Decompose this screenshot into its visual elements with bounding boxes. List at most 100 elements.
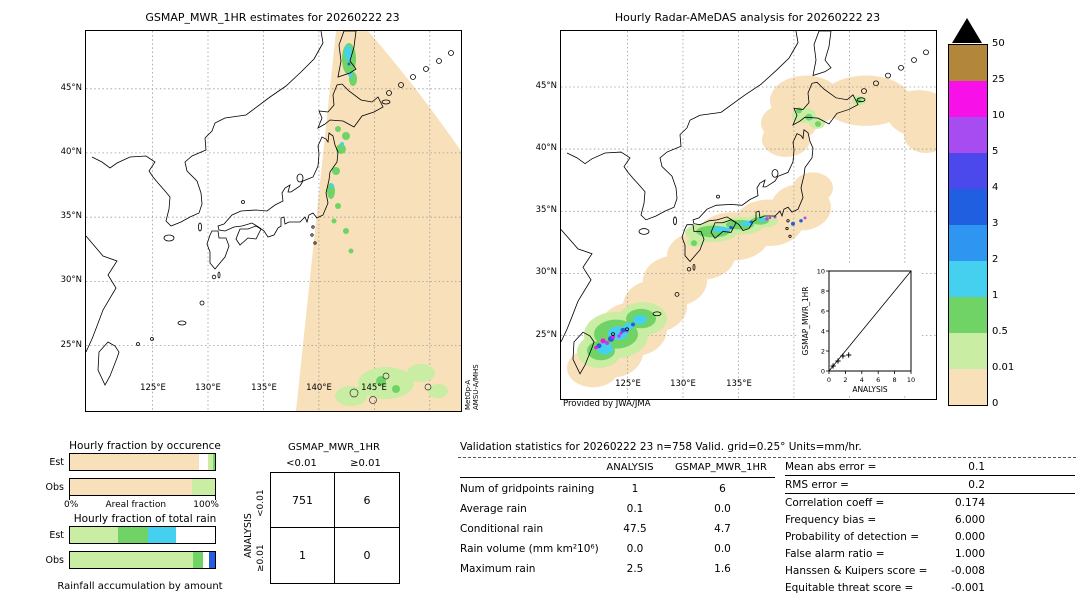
svg-text:4: 4 [821, 327, 825, 335]
colorbar-tick-label: 5 [992, 146, 999, 157]
left-map-rain-cells [327, 43, 448, 406]
right-lat-tick: 35°N [535, 205, 557, 215]
left-lon-tick: 140°E [306, 383, 332, 393]
validation-analysis-value: 0.1 [626, 503, 644, 515]
validation-analysis-value: 1 [631, 483, 639, 495]
coastlines [561, 31, 929, 375]
inset-scatter-plot: 0 2 4 6 8 10 0 2 4 6 8 10 ANALYSIS GSMAP_MWR_1HR [799, 263, 921, 395]
contingency-cell: 6 [335, 473, 399, 528]
colorbar-tick-label: 3 [992, 218, 999, 229]
svg-text:0: 0 [827, 376, 831, 384]
colorbar-tick-label: 25 [992, 74, 1005, 85]
stacked-bar [69, 453, 216, 471]
left-lat-tick: 35°N [60, 211, 82, 221]
right-map: 125°E 130°E 135°E 0 2 4 6 8 10 0 2 4 6 8 10 ANALYSIS… [560, 30, 937, 409]
bar-segment [70, 479, 192, 495]
left-lat-tick: 25°N [60, 340, 82, 350]
left-map: 125°E 130°E 135°E 140°E 145°E [85, 30, 462, 412]
colorbar-segment [949, 225, 987, 261]
left-lat-tick: 40°N [60, 147, 82, 157]
colorbar-segment [949, 81, 987, 117]
table-header-rule [460, 477, 775, 478]
stacked-bar [69, 551, 216, 569]
validation-row: Num of gridpoints raining 1 6 [460, 479, 775, 499]
colorbar-tick-label: 0 [992, 398, 999, 409]
metric-label: Correlation coeff = [785, 496, 885, 509]
validation-gsmap-value: 4.7 [714, 523, 731, 535]
axis-title: Areal fraction [105, 500, 167, 510]
colorbar-overflow-triangle [952, 18, 982, 43]
areal-fraction-axis-ticks [69, 496, 216, 500]
validation-analysis-value: 47.5 [623, 523, 647, 535]
total-rain-caption: Rainfall accumulation by amount [57, 581, 223, 592]
metric-row: Frequency bias = 6.000 [785, 511, 1075, 528]
validation-analysis-value: 2.5 [626, 563, 644, 575]
validation-row: Conditional rain 47.5 4.7 [460, 519, 775, 539]
validation-row-label: Maximum rain [460, 563, 536, 575]
divider-dashed-line [458, 457, 1076, 458]
colorbar-segment [949, 189, 987, 225]
colorbar-tick-label: 1 [992, 290, 999, 301]
validation-gsmap-value: 6 [719, 483, 726, 495]
satellite-swath [296, 31, 461, 411]
svg-text:10: 10 [907, 376, 915, 384]
satellite-name-label: MetOp-A [464, 379, 472, 410]
fraction-bar-row: Obs [40, 551, 216, 569]
metric-value: 1.000 [954, 547, 985, 560]
validation-row: Rain volume (mm km²10⁶) 0.0 0.0 [460, 539, 775, 559]
left-lat-tick: 30°N [60, 275, 82, 285]
colorbar-segment [949, 333, 987, 369]
left-map-svg [86, 31, 461, 411]
contingency-cell: 751 [271, 473, 335, 528]
contingency-row-header: <0.01 [256, 489, 266, 517]
contingency-grid: 751 6 1 0 [270, 472, 400, 584]
contingency-cell: 1 [271, 528, 335, 583]
right-map-rain-cells [577, 95, 866, 369]
validation-col-header: ANALYSIS [606, 462, 654, 473]
validation-rows: Num of gridpoints raining 1 6 Average rain 0… [460, 479, 775, 579]
right-map-svg [561, 31, 936, 399]
colorbar-labels: 50 25 10 5 4 3 2 1 0.5 0.01 0 [992, 0, 1038, 612]
metric-row: Correlation coeff = 0.174 [785, 494, 1075, 511]
rain-rate-colorbar [948, 44, 988, 406]
metric-label: Probability of detection = [785, 530, 920, 543]
metric-label: Hanssen & Kuipers score = [785, 564, 928, 577]
validation-metrics: Mean abs error = 0.1 RMS error = 0.2 Correla… [785, 458, 1075, 596]
bar-row-label: Est [49, 456, 64, 468]
right-lon-tick: 125°E [615, 379, 641, 389]
validation-row-label: Rain volume (mm km²10⁶) [460, 543, 599, 555]
metric-value: -0.001 [951, 581, 985, 594]
svg-text:6: 6 [821, 307, 825, 315]
metric-row: Mean abs error = 0.1 [785, 458, 1075, 476]
left-lat-tick: 45°N [60, 83, 82, 93]
svg-text:2: 2 [843, 376, 847, 384]
validation-row-label: Num of gridpoints raining [460, 483, 595, 495]
metric-value: -0.008 [951, 564, 985, 577]
stacked-bar [69, 526, 216, 544]
bar-segment [212, 454, 215, 470]
bar-segment [193, 552, 204, 568]
validation-row: Average rain 0.1 0.0 [460, 499, 775, 519]
bar-segment [70, 527, 118, 543]
metric-row: False alarm ratio = 1.000 [785, 545, 1075, 562]
left-lon-tick: 135°E [251, 383, 277, 393]
colorbar-tick-label: 0.01 [992, 362, 1015, 373]
axis-max-label: 100% [193, 500, 219, 510]
left-lon-tick: 130°E [195, 383, 221, 393]
metric-row: Hanssen & Kuipers score = -0.008 [785, 562, 1075, 579]
bar-segment [203, 552, 210, 568]
metric-label: Mean abs error = [785, 460, 877, 473]
svg-text:10: 10 [817, 267, 825, 275]
svg-text:0: 0 [821, 367, 825, 375]
metric-value: 6.000 [954, 513, 985, 526]
colorbar-tick-label: 2 [992, 254, 999, 265]
occurrence-bars: Est Obs [40, 453, 216, 503]
bar-row-label: Obs [45, 481, 64, 493]
validation-gsmap-value: 0.0 [714, 543, 731, 555]
validation-row-label: Average rain [460, 503, 527, 515]
coastlines [561, 31, 929, 375]
colorbar-tick-label: 10 [992, 110, 1005, 121]
data-credit: Provided by JWA/JMA [563, 399, 651, 409]
bar-segment [70, 552, 194, 568]
